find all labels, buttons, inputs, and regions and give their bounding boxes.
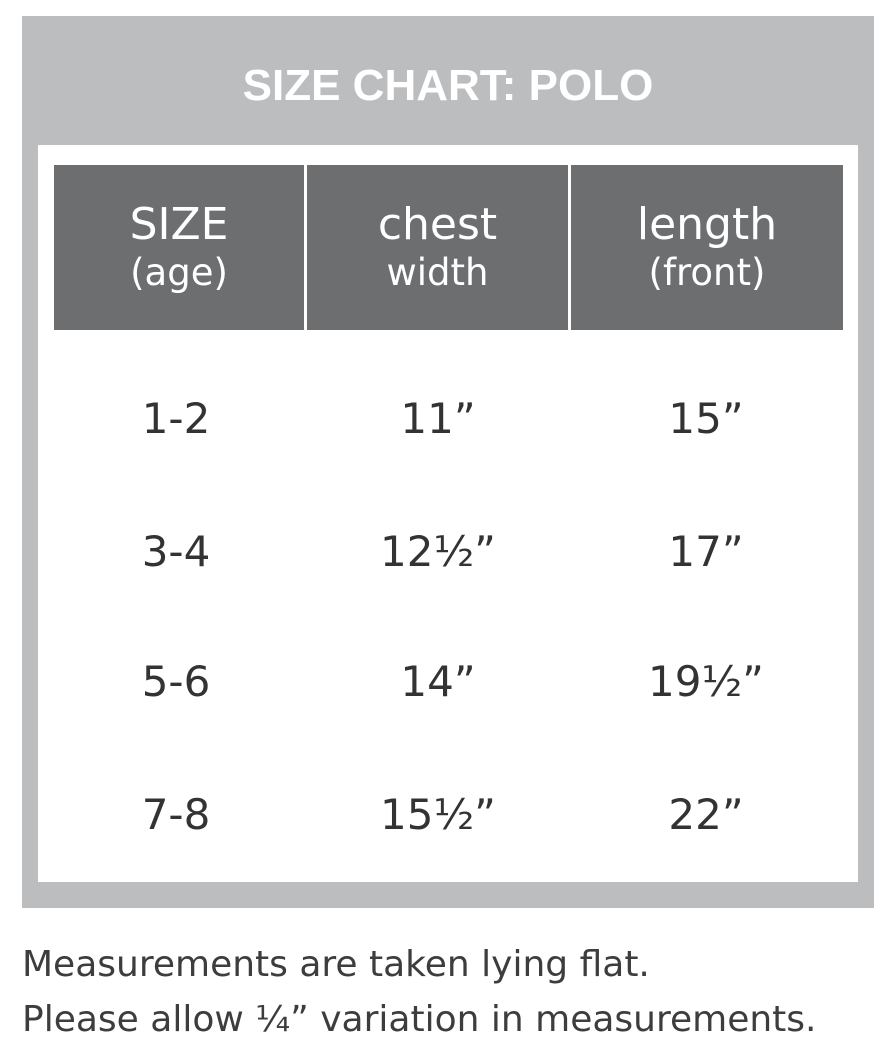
header-text: length — [636, 198, 778, 250]
size-chart: SIZE CHART: POLO SIZE (age) chest width leng… — [22, 16, 874, 908]
header-cell: length (front) — [571, 165, 843, 330]
note: Measurements are taken lying flat. — [22, 944, 650, 985]
table-cell: 3-4 — [141, 527, 211, 576]
table-cell: 17” — [668, 527, 744, 576]
table-cell: 12½” — [380, 527, 496, 576]
table-cell: 5-6 — [141, 657, 211, 706]
header-cell: SIZE (age) — [54, 165, 304, 330]
table-cell: 15½” — [380, 790, 496, 839]
header-text: width — [386, 250, 489, 294]
table-cell: 1-2 — [141, 394, 211, 443]
header-text: (front) — [648, 250, 766, 294]
header-cell: chest width — [307, 165, 568, 330]
title: SIZE CHART: POLO — [242, 61, 654, 110]
table-cell: 15” — [668, 394, 744, 443]
header-text: (age) — [130, 250, 228, 294]
header-text: SIZE — [129, 198, 229, 250]
table-cell: 19½” — [648, 657, 764, 706]
table: SIZE (age) chest width length (front) 1-2 11” 15… — [38, 145, 858, 882]
header-text: chest — [377, 198, 498, 250]
table-cell: 7-8 — [141, 790, 211, 839]
table-cell: 14” — [400, 657, 476, 706]
note: Please allow ¼” variation in measurement… — [22, 999, 817, 1040]
table-cell: 11” — [400, 394, 476, 443]
table-cell: 22” — [668, 790, 744, 839]
